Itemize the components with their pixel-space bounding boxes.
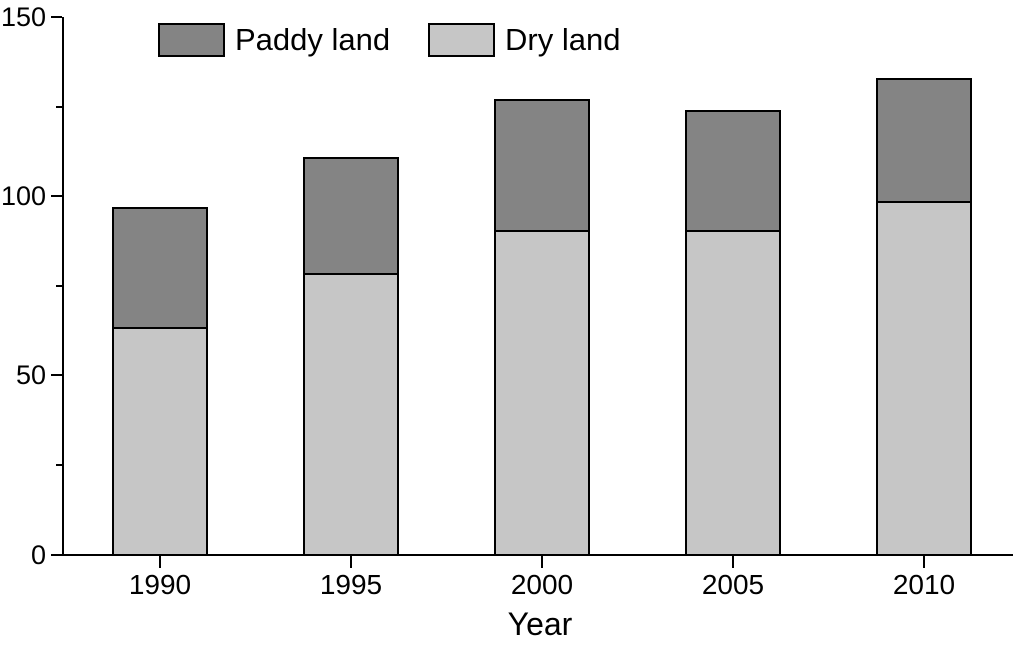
y-minor-tick — [56, 463, 62, 466]
legend-swatch-dry-land — [428, 23, 495, 57]
x-tick-label: 1995 — [319, 569, 383, 600]
y-major-tick — [51, 195, 62, 198]
bar-segment-paddy-1990 — [112, 206, 208, 329]
x-tick-label: 1990 — [128, 569, 192, 600]
legend-swatch-paddy-land — [158, 23, 225, 57]
y-tick-label: 0 — [30, 539, 46, 570]
y-tick-label: 150 — [0, 2, 46, 32]
legend-label-dry-land: Dry land — [505, 22, 621, 57]
bar-segment-paddy-2005 — [685, 110, 781, 232]
bar-segment-dry-2010 — [876, 203, 972, 556]
x-tick — [159, 556, 161, 568]
x-tick-label: 2000 — [510, 569, 574, 600]
bar-segment-paddy-2010 — [876, 77, 972, 204]
legend-item-paddy-land: Paddy land — [158, 20, 390, 60]
y-major-tick — [51, 374, 62, 377]
y-axis-line — [62, 17, 64, 556]
x-tick — [732, 556, 734, 568]
y-tick-label: 50 — [15, 360, 46, 391]
y-major-tick — [51, 16, 62, 18]
legend-label-paddy-land: Paddy land — [235, 22, 391, 57]
legend-item-dry-land: Dry land — [428, 20, 620, 60]
y-minor-tick — [56, 284, 62, 287]
x-tick-label: 2010 — [892, 569, 956, 600]
bar-segment-dry-1995 — [303, 275, 399, 556]
x-axis-title: Year — [507, 606, 573, 642]
bar-segment-dry-2005 — [685, 232, 781, 556]
bar-segment-dry-1990 — [112, 328, 208, 556]
y-tick-label: 100 — [0, 181, 46, 212]
y-minor-tick — [56, 105, 62, 108]
x-tick — [350, 556, 352, 568]
bar-segment-paddy-1995 — [303, 156, 399, 275]
bar-segment-paddy-2000 — [494, 99, 590, 232]
x-tick — [923, 556, 925, 568]
x-tick — [541, 556, 543, 568]
x-tick-label: 2005 — [701, 569, 765, 600]
y-major-tick — [51, 553, 62, 556]
bar-segment-dry-2000 — [494, 232, 590, 556]
